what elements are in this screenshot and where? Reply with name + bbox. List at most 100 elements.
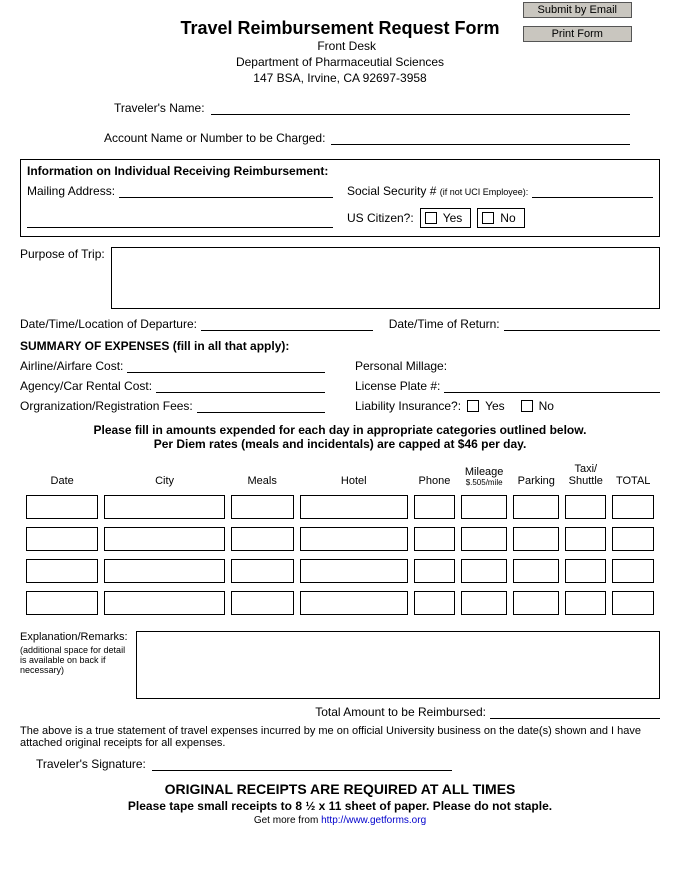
us-citizen-label: US Citizen?: [347,211,414,225]
expense-cell[interactable] [104,591,225,615]
liability-no-label: No [539,399,554,413]
checkbox-icon [482,212,494,224]
traveler-name-label: Traveler's Name: [114,101,205,115]
signature-label: Traveler's Signature: [36,757,146,771]
us-citizen-no[interactable]: No [477,208,524,228]
getmore-label: Get more from [254,815,318,826]
traveler-name-input[interactable] [211,101,630,115]
mailing-address-input-2[interactable] [27,216,333,228]
print-form-button[interactable]: Print Form [523,26,632,42]
col-mileage: Mileage$.505/mile [461,463,507,487]
expense-cell[interactable] [414,527,455,551]
expense-table: DateCityMealsHotelPhoneMileage$.505/mile… [20,455,660,623]
expense-cell[interactable] [231,591,294,615]
col-date: Date [26,463,98,487]
expense-cell[interactable] [414,495,455,519]
expense-cell[interactable] [300,591,408,615]
expense-cell[interactable] [612,559,654,583]
expense-cell[interactable] [461,559,507,583]
expense-cell[interactable] [461,591,507,615]
expense-cell[interactable] [565,527,606,551]
ssn-label: Social Security # (if not UCI Employee): [347,184,528,198]
expense-cell[interactable] [513,591,559,615]
expense-cell[interactable] [565,559,606,583]
orgreg-label: Orgranization/Registration Fees: [20,399,193,413]
expense-cell[interactable] [461,495,507,519]
us-citizen-yes[interactable]: Yes [420,208,472,228]
expense-cell[interactable] [104,495,225,519]
expense-cell[interactable] [231,527,294,551]
expense-cell[interactable] [300,495,408,519]
expense-cell[interactable] [461,527,507,551]
col-taxishuttle: Taxi/ Shuttle [565,463,606,487]
instruct-1: Please fill in amounts expended for each… [20,423,660,437]
col-parking: Parking [513,463,559,487]
col-phone: Phone [414,463,455,487]
liability-yes-label: Yes [485,399,505,413]
remarks-input[interactable] [136,631,660,699]
total-label: Total Amount to be Reimbursed: [315,705,486,719]
expense-cell[interactable] [26,559,98,583]
airline-label: Airline/Airfare Cost: [20,359,123,373]
instruct-2: Per Diem rates (meals and incidentals) a… [20,437,660,451]
expense-cell[interactable] [612,495,654,519]
account-input[interactable] [331,131,630,145]
expense-cell[interactable] [300,527,408,551]
account-label: Account Name or Number to be Charged: [104,131,325,145]
expense-cell[interactable] [565,495,606,519]
submit-to-value: Front Desk [317,39,376,53]
expense-cell[interactable] [513,495,559,519]
col-total: TOTAL [612,463,654,487]
expense-cell[interactable] [565,591,606,615]
info-header: Information on Individual Receiving Reim… [27,164,653,178]
ssn-input[interactable] [532,186,653,198]
address-line: 147 BSA, Irvine, CA 92697-3958 [0,71,680,85]
expense-cell[interactable] [26,591,98,615]
liability-yes-checkbox[interactable] [467,400,479,412]
airline-input[interactable] [127,361,325,373]
expense-cell[interactable] [513,559,559,583]
expense-cell[interactable] [414,591,455,615]
expense-cell[interactable] [104,527,225,551]
expense-cell[interactable] [414,559,455,583]
expense-cell[interactable] [231,495,294,519]
expense-cell[interactable] [300,559,408,583]
expense-cell[interactable] [612,527,654,551]
liability-no-checkbox[interactable] [521,400,533,412]
departure-input[interactable] [201,317,373,331]
checkbox-icon [425,212,437,224]
mailing-address-input[interactable] [119,186,333,198]
departure-label: Date/Time/Location of Departure: [20,317,197,331]
tape-note: Please tape small receipts to 8 ½ x 11 s… [20,799,660,813]
col-meals: Meals [231,463,294,487]
license-plate-input[interactable] [444,381,660,393]
individual-info-box: Information on Individual Receiving Reim… [20,159,660,237]
liability-label: Liability Insurance?: [355,399,461,413]
return-input[interactable] [504,317,660,331]
total-input[interactable] [490,705,660,719]
col-hotel: Hotel [300,463,408,487]
expense-cell[interactable] [513,527,559,551]
purpose-input[interactable] [111,247,660,309]
agency-label: Agency/Car Rental Cost: [20,379,152,393]
orig-receipts: ORIGINAL RECEIPTS ARE REQUIRED AT ALL TI… [20,781,660,797]
col-city: City [104,463,225,487]
personal-mileage-label: Personal Millage: [355,359,447,373]
expense-cell[interactable] [612,591,654,615]
getmore-link[interactable]: http://www.getforms.org [321,815,426,826]
mailing-address-label: Mailing Address: [27,184,115,198]
agency-input[interactable] [156,381,325,393]
signature-input[interactable] [152,757,452,771]
remarks-label: Explanation/Remarks: [20,631,130,643]
orgreg-input[interactable] [197,401,325,413]
license-plate-label: License Plate #: [355,379,440,393]
department-line: Department of Pharmaceutial Sciences [0,55,680,69]
statement-text: The above is a true statement of travel … [20,725,660,749]
submit-email-button[interactable]: Submit by Email [523,2,632,18]
purpose-label: Purpose of Trip: [20,247,105,261]
expense-cell[interactable] [104,559,225,583]
expense-cell[interactable] [231,559,294,583]
expense-cell[interactable] [26,495,98,519]
expense-cell[interactable] [26,527,98,551]
return-label: Date/Time of Return: [389,317,500,331]
